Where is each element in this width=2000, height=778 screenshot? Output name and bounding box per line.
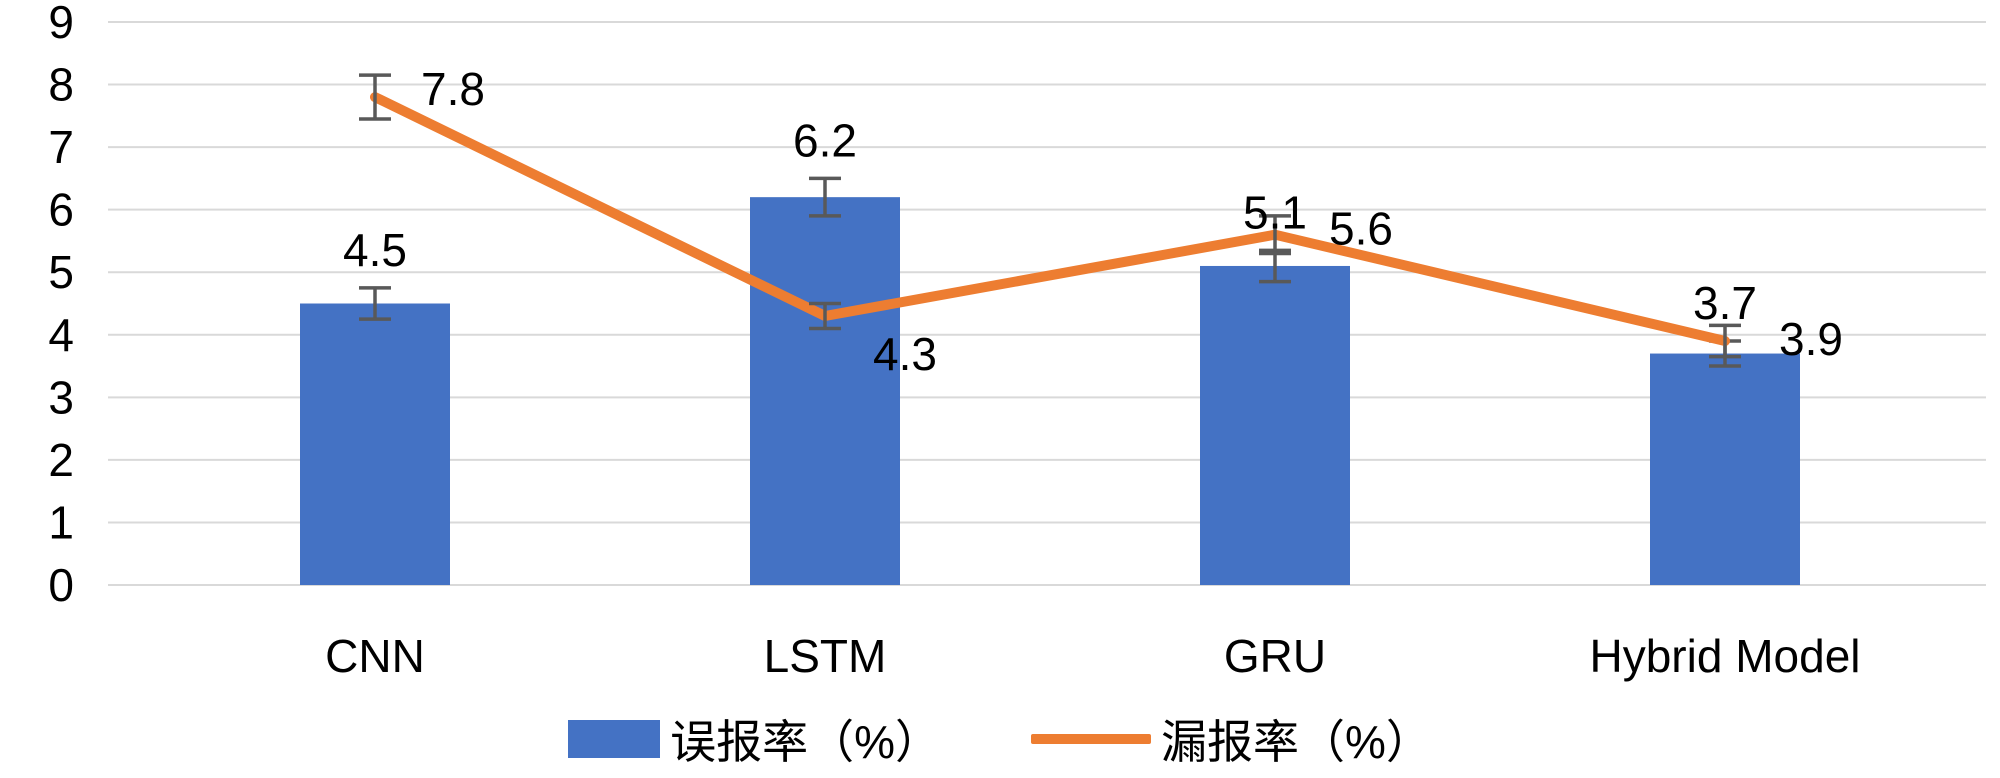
bar-data-label: 5.1	[1243, 186, 1307, 238]
y-axis-tick-label: 6	[48, 184, 74, 236]
bar-data-label: 3.7	[1693, 277, 1757, 329]
line-data-label: 3.9	[1779, 313, 1843, 365]
y-axis-tick-label: 8	[48, 59, 74, 111]
bar-data-label: 6.2	[793, 114, 857, 166]
y-axis-tick-label: 0	[48, 559, 74, 611]
line-data-label: 7.8	[421, 63, 485, 115]
legend-item-line-series: 漏报率（%）	[1031, 706, 1432, 772]
chart-legend: 误报率（%） 漏报率（%）	[0, 706, 2000, 772]
x-axis-category-label: GRU	[1224, 630, 1326, 682]
line-series-label: 漏报率（%）	[1161, 716, 1432, 768]
y-axis-tick-label: 1	[48, 496, 74, 548]
x-axis-category-label: CNN	[325, 630, 425, 682]
legend-item-bar-series: 误报率（%）	[568, 706, 941, 772]
bar-GRU	[1200, 265, 1350, 585]
line-data-label: 4.3	[873, 328, 937, 380]
bar-Hybrid Model	[1650, 353, 1800, 585]
y-axis-tick-label: 3	[48, 371, 74, 423]
line-series-swatch	[1031, 734, 1151, 744]
y-axis-tick-label: 4	[48, 309, 74, 361]
x-axis-category-label: Hybrid Model	[1590, 630, 1861, 682]
bar-data-label: 4.5	[343, 224, 407, 276]
y-axis-tick-label: 9	[48, 0, 74, 48]
bar-series-label: 误报率（%）	[670, 716, 941, 768]
y-axis-tick-label: 5	[48, 246, 74, 298]
y-axis-tick-label: 2	[48, 434, 74, 486]
y-axis-tick-label: 7	[48, 121, 74, 173]
bar-series-swatch	[568, 720, 661, 758]
line-series-path	[370, 92, 1730, 347]
line-data-label: 5.6	[1329, 203, 1393, 255]
x-axis-category-label: LSTM	[764, 630, 887, 682]
bar-CNN	[300, 303, 450, 585]
bar-LSTM	[750, 197, 900, 585]
